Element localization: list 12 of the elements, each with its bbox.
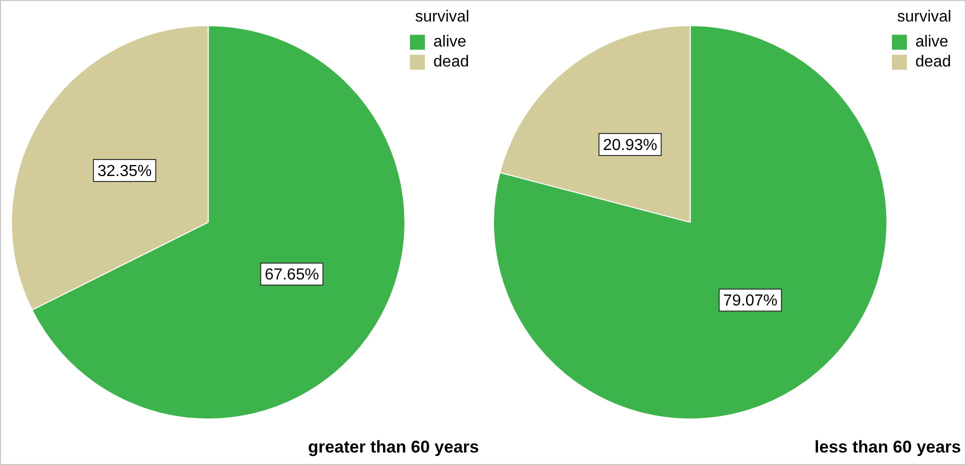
legend-title: survival: [415, 8, 470, 26]
data-label: 79.07%: [723, 292, 778, 310]
legend-title: survival: [897, 8, 952, 26]
data-label: 67.65%: [264, 266, 319, 284]
legend-label: alive: [915, 34, 948, 51]
text: less than 60 years: [814, 437, 961, 456]
text: greater than 60 years: [308, 437, 479, 456]
legend-label: dead: [433, 54, 469, 71]
data-label: 20.93%: [602, 136, 658, 154]
legend-label: dead: [915, 54, 951, 71]
data-label: 32.35%: [97, 162, 152, 180]
legend-label: alive: [433, 34, 466, 51]
